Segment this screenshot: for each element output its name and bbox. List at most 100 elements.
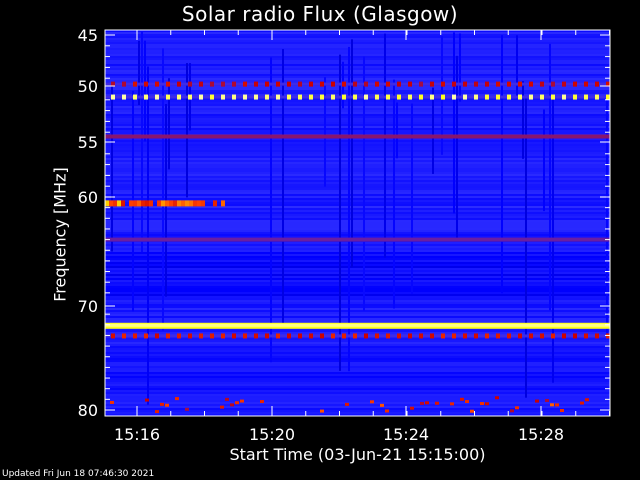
background-row (105, 270, 610, 272)
background-row (105, 138, 610, 140)
emission-dot (243, 81, 247, 87)
emission-dot (342, 333, 346, 339)
emission-dot (551, 94, 555, 100)
background-row (105, 32, 610, 34)
burst-spot (425, 401, 429, 405)
emission-dot (276, 333, 280, 339)
emission-dot (441, 94, 445, 100)
emission-dot (177, 94, 181, 100)
emission-dot (496, 94, 500, 100)
background-row (105, 100, 610, 102)
emission-dot (430, 333, 434, 339)
background-row (105, 44, 610, 46)
background-row (105, 230, 610, 232)
emission-burst (113, 200, 117, 207)
background-row (105, 36, 610, 38)
background-row (105, 172, 610, 174)
background-row (105, 228, 610, 230)
emission-dot (540, 81, 544, 87)
emission-dot (177, 333, 181, 339)
emission-dot (529, 94, 533, 100)
emission-dot (452, 94, 456, 100)
background-row (105, 38, 610, 40)
background-row (105, 216, 610, 218)
emission-dot (221, 81, 225, 87)
background-row (105, 92, 610, 94)
background-row (105, 384, 610, 386)
noise-column (606, 97, 608, 336)
emission-dot (419, 94, 423, 100)
emission-dot (397, 81, 401, 87)
emission-dot (441, 81, 445, 87)
emission-dot (155, 333, 159, 339)
emission-burst (213, 200, 217, 207)
y-tick-label: 80 (78, 401, 98, 420)
background-row (105, 368, 610, 370)
burst-spot (240, 399, 244, 403)
emission-dot (331, 333, 335, 339)
emission-dot (551, 81, 555, 87)
burst-spot (450, 402, 454, 406)
emission-dot (430, 94, 434, 100)
emission-dot (232, 94, 236, 100)
background-row (105, 248, 610, 250)
emission-dot (221, 94, 225, 100)
background-row (105, 102, 610, 104)
burst-spot (230, 403, 234, 407)
background-row (105, 398, 610, 400)
emission-dot (309, 94, 313, 100)
noise-column (351, 39, 353, 268)
emission-dot (540, 94, 544, 100)
y-tick-label: 45 (78, 26, 98, 45)
background-row (105, 258, 610, 260)
background-row (105, 296, 610, 298)
noise-column (339, 54, 341, 371)
burst-spot (175, 397, 179, 401)
background-row (105, 142, 610, 144)
emission-dot (144, 333, 148, 339)
emission-dot (496, 81, 500, 87)
emission-dot (122, 94, 126, 100)
noise-column (516, 35, 518, 100)
background-row (105, 320, 610, 322)
emission-dot (188, 333, 192, 339)
emission-dot (265, 94, 269, 100)
background-row (105, 252, 610, 254)
emission-burst (181, 200, 185, 207)
background-row (105, 34, 610, 36)
emission-dot (342, 94, 346, 100)
background-row (105, 376, 610, 378)
noise-column (165, 104, 167, 297)
emission-dot (518, 94, 522, 100)
burst-spot (470, 409, 474, 413)
emission-burst (201, 200, 205, 207)
background-row (105, 236, 610, 238)
emission-dot (507, 81, 511, 87)
x-axis-ticks: 15:16 15:20 15:24 15:28 (114, 30, 610, 444)
emission-dot (551, 333, 555, 339)
noise-column (363, 56, 365, 311)
x-tick-label: 15:20 (249, 425, 295, 444)
emission-dot (595, 94, 599, 100)
background-row (105, 190, 610, 192)
background-row (105, 254, 610, 256)
background-row (105, 126, 610, 128)
emission-burst (117, 200, 121, 207)
noise-column (348, 46, 350, 372)
background-row (105, 104, 610, 106)
emission-dot (166, 94, 170, 100)
emission-dot (243, 333, 247, 339)
background-row (105, 186, 610, 188)
noise-column (411, 103, 413, 294)
background-row (105, 282, 610, 284)
emission-dot (573, 81, 577, 87)
background-row (105, 174, 610, 176)
emission-burst (193, 200, 197, 207)
burst-spot (235, 401, 239, 405)
emission-dot (386, 94, 390, 100)
burst-spot (485, 402, 489, 406)
background-row (105, 146, 610, 148)
emission-burst (121, 200, 125, 207)
emission-burst (105, 200, 109, 207)
